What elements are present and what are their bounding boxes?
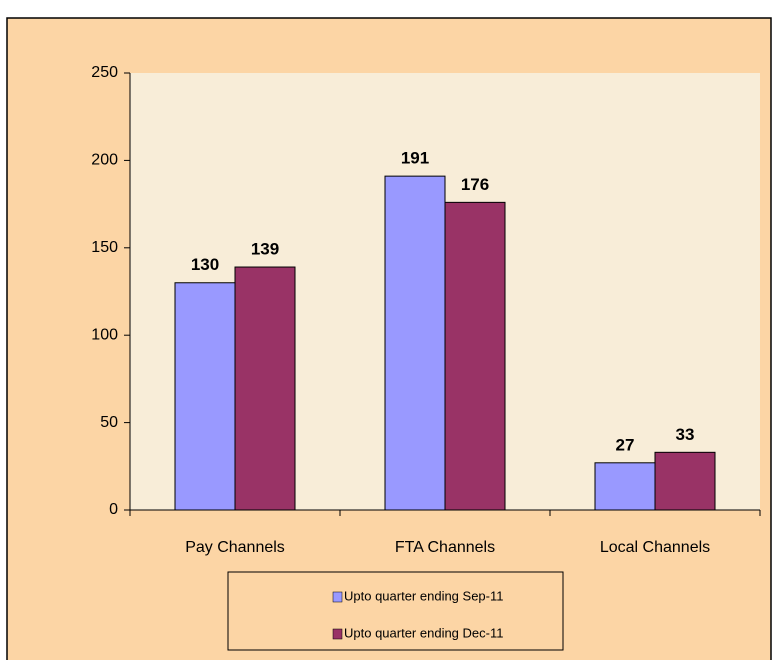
x-tick-label: Pay Channels: [185, 539, 285, 556]
value-label: 139: [251, 240, 279, 259]
bar: [384, 175, 446, 511]
bar: [234, 266, 296, 511]
value-label: 176: [461, 175, 489, 194]
x-tick-label: Local Channels: [600, 539, 710, 556]
legend-swatch: [332, 628, 343, 640]
bar: [174, 282, 236, 511]
y-tick-label: 150: [91, 239, 118, 256]
x-tick-label: FTA Channels: [395, 539, 495, 556]
legend-label: Upto quarter ending Sep-11: [344, 588, 503, 603]
legend-label: Upto quarter ending Dec-11: [344, 625, 503, 640]
bar: [594, 462, 656, 511]
y-tick-label: 200: [91, 152, 118, 169]
legend-box: [227, 571, 564, 651]
legend-swatch: [332, 591, 343, 603]
y-tick-label: 250: [91, 64, 118, 81]
value-label: 191: [401, 149, 429, 168]
bar: [654, 451, 716, 511]
value-label: 27: [616, 435, 635, 454]
value-label: 130: [191, 255, 219, 274]
y-tick-label: 50: [100, 414, 118, 431]
bar: [444, 201, 506, 511]
value-label: 33: [676, 425, 695, 444]
y-tick-label: 0: [109, 501, 118, 518]
y-tick-label: 100: [91, 326, 118, 343]
